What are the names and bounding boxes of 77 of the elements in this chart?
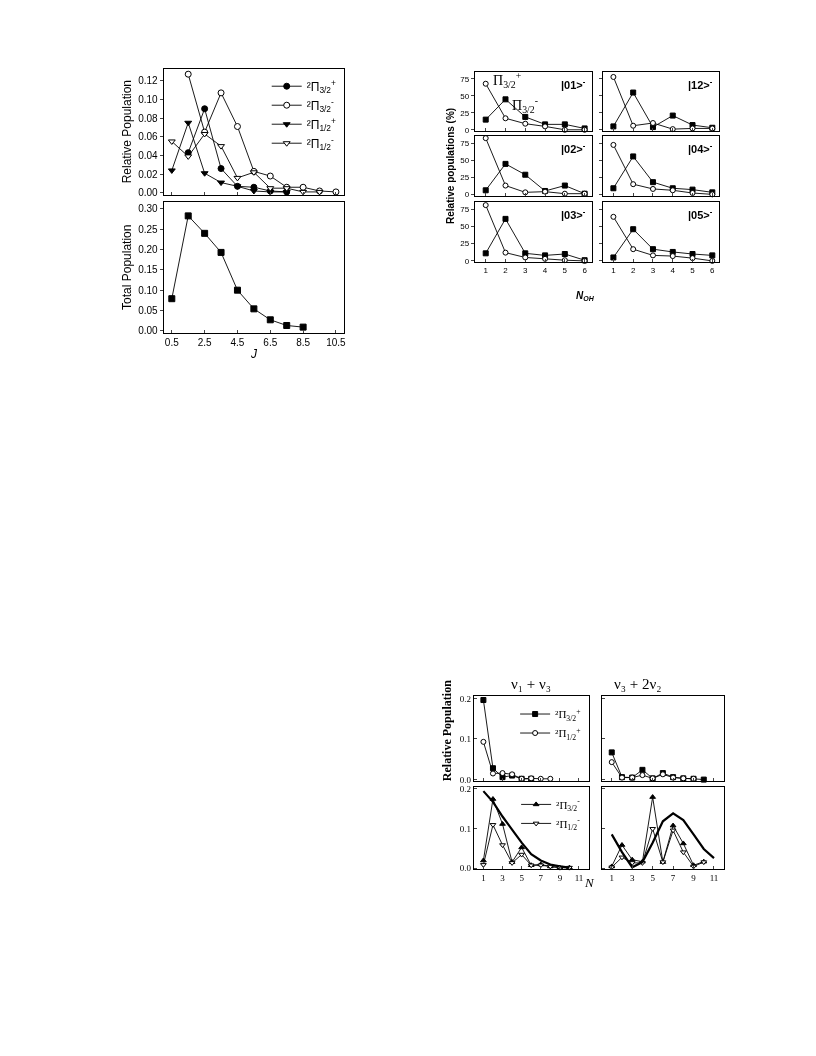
y-tick-label: 75 xyxy=(460,139,470,149)
x-tick-label: 1 xyxy=(481,873,486,884)
x-axis-title: N xyxy=(584,875,595,890)
x-tick-label: 3 xyxy=(650,265,656,275)
y-tick-label: 0 xyxy=(464,190,470,200)
y-tick-label: 25 xyxy=(460,173,470,183)
y-tick-label: 0.08 xyxy=(138,112,159,124)
y-tick-label: 50 xyxy=(460,156,470,166)
chart-title: ν₃ + 2ν₂ xyxy=(614,676,662,692)
y-tick-label: 0.05 xyxy=(138,304,159,316)
x-tick-label: 9 xyxy=(691,873,697,884)
y-tick-label: 50 xyxy=(460,91,470,101)
y-tick-label: 0.15 xyxy=(138,264,159,276)
x-tick-label: 4 xyxy=(670,265,676,275)
y-tick-label: 0.30 xyxy=(138,203,159,215)
y-tick-label: 0.2 xyxy=(459,783,472,794)
x-tick-label: 10.5 xyxy=(326,336,347,348)
y-tick-label: 0.2 xyxy=(459,693,472,704)
x-tick-label: 11 xyxy=(709,873,719,884)
x-tick-label: 3 xyxy=(500,873,506,884)
y-tick-label: 0.02 xyxy=(138,168,159,180)
y-tick-label: 0.20 xyxy=(138,244,159,256)
y-tick-label: 0.25 xyxy=(138,223,159,235)
x-tick-label: 6.5 xyxy=(263,336,278,348)
x-axis-title: J xyxy=(249,346,258,361)
x-tick-label: 1 xyxy=(483,265,489,275)
x-tick-label: 1 xyxy=(609,873,614,884)
y-tick-label: 0.10 xyxy=(138,93,159,105)
y-axis-title: Relative populations (%) xyxy=(445,107,457,224)
y-tick-label: 75 xyxy=(460,205,470,215)
annotation: |05>$^{-}$ xyxy=(688,207,713,221)
annotation: |12>$^{-}$ xyxy=(688,77,713,91)
y-tick-label: 0.04 xyxy=(138,149,159,161)
x-tick-label: 8.5 xyxy=(296,336,311,348)
y-tick-label: 0.12 xyxy=(138,75,159,87)
y-tick-label: 0.1 xyxy=(459,734,472,745)
chart-title: ν₁ + ν₃ xyxy=(511,676,551,692)
y-axis-title: Total Population xyxy=(120,224,135,310)
y-tick-label: 0.0 xyxy=(459,863,472,874)
y-tick-label: 0.00 xyxy=(138,325,159,337)
x-tick-label: 0.5 xyxy=(164,336,180,348)
x-tick-label: 5 xyxy=(519,873,525,884)
y-tick-label: 50 xyxy=(460,222,470,232)
x-tick-label: 2 xyxy=(630,265,636,275)
y-axis-title: Relative Population xyxy=(439,679,454,782)
x-axis-title: N$_{OH}$ xyxy=(576,290,595,303)
x-tick-label: 5 xyxy=(690,265,696,275)
x-tick-label: 7 xyxy=(538,873,544,884)
x-tick-label: 3 xyxy=(629,873,635,884)
x-tick-label: 5 xyxy=(650,873,656,884)
y-tick-label: 0 xyxy=(464,256,470,266)
x-tick-label: 6 xyxy=(710,265,716,275)
x-tick-label: 7 xyxy=(670,873,676,884)
y-tick-label: 0.10 xyxy=(138,284,159,296)
x-tick-label: 9 xyxy=(557,873,563,884)
x-tick-label: 2 xyxy=(503,265,509,275)
x-tick-label: 11 xyxy=(574,873,584,884)
x-tick-label: 4.5 xyxy=(230,336,245,348)
y-tick-label: 0.0 xyxy=(459,774,472,785)
y-tick-label: 0.1 xyxy=(459,823,472,834)
x-tick-label: 2.5 xyxy=(197,336,213,348)
x-tick-label: 5 xyxy=(562,265,568,275)
annotation: |02>$^{-}$ xyxy=(561,141,586,155)
y-tick-label: 0.00 xyxy=(138,187,159,199)
x-tick-label: 6 xyxy=(582,265,588,275)
annotation: |03>$^{-}$ xyxy=(561,207,586,221)
y-tick-label: 25 xyxy=(460,108,470,118)
x-tick-label: 1 xyxy=(611,265,617,275)
annotation: |04>$^{-}$ xyxy=(688,141,713,155)
annotation: |01>$^{-}$ xyxy=(561,77,586,91)
y-tick-label: 0 xyxy=(464,125,470,135)
y-tick-label: 75 xyxy=(460,74,470,84)
x-tick-label: 4 xyxy=(542,265,548,275)
y-tick-label: 0.06 xyxy=(138,131,159,143)
y-axis-title: Relative Population xyxy=(120,79,135,184)
y-tick-label: 25 xyxy=(460,239,470,249)
x-tick-label: 3 xyxy=(523,265,529,275)
